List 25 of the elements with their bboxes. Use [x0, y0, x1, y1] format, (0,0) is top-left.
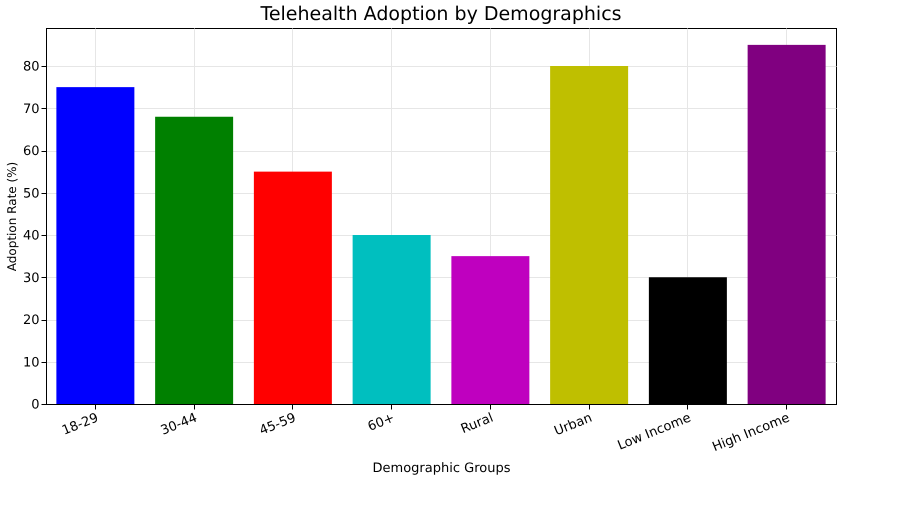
bar — [352, 235, 431, 404]
x-tick-label: Urban — [552, 410, 594, 440]
bar — [550, 66, 628, 404]
y-tick-label: 50 — [22, 186, 40, 202]
bar — [254, 172, 332, 404]
bar — [748, 44, 826, 404]
x-tick-label: Rural — [458, 410, 496, 438]
y-tick-label: 70 — [22, 102, 40, 117]
y-tick-label: 20 — [22, 313, 40, 328]
y-tick-label: 30 — [22, 270, 40, 286]
x-tick-label: 45-59 — [257, 410, 298, 439]
bar — [451, 256, 530, 404]
x-tick-label: 60+ — [366, 410, 397, 435]
chart-title: Telehealth Adoption by Demographics — [259, 3, 622, 25]
y-tick-label: 0 — [31, 398, 40, 412]
bar — [155, 116, 234, 404]
y-axis-title: Adoption Rate (%) — [4, 162, 19, 272]
x-tick-label: 30-44 — [158, 410, 200, 439]
x-tick-label: 18-29 — [60, 410, 101, 439]
bar — [56, 87, 134, 404]
y-tick-label: 60 — [22, 144, 40, 160]
y-tick-label: 40 — [22, 228, 40, 244]
y-tick-label: 10 — [22, 355, 40, 370]
y-tick-label: 80 — [22, 60, 40, 75]
x-axis-title: Demographic Groups — [372, 461, 511, 476]
